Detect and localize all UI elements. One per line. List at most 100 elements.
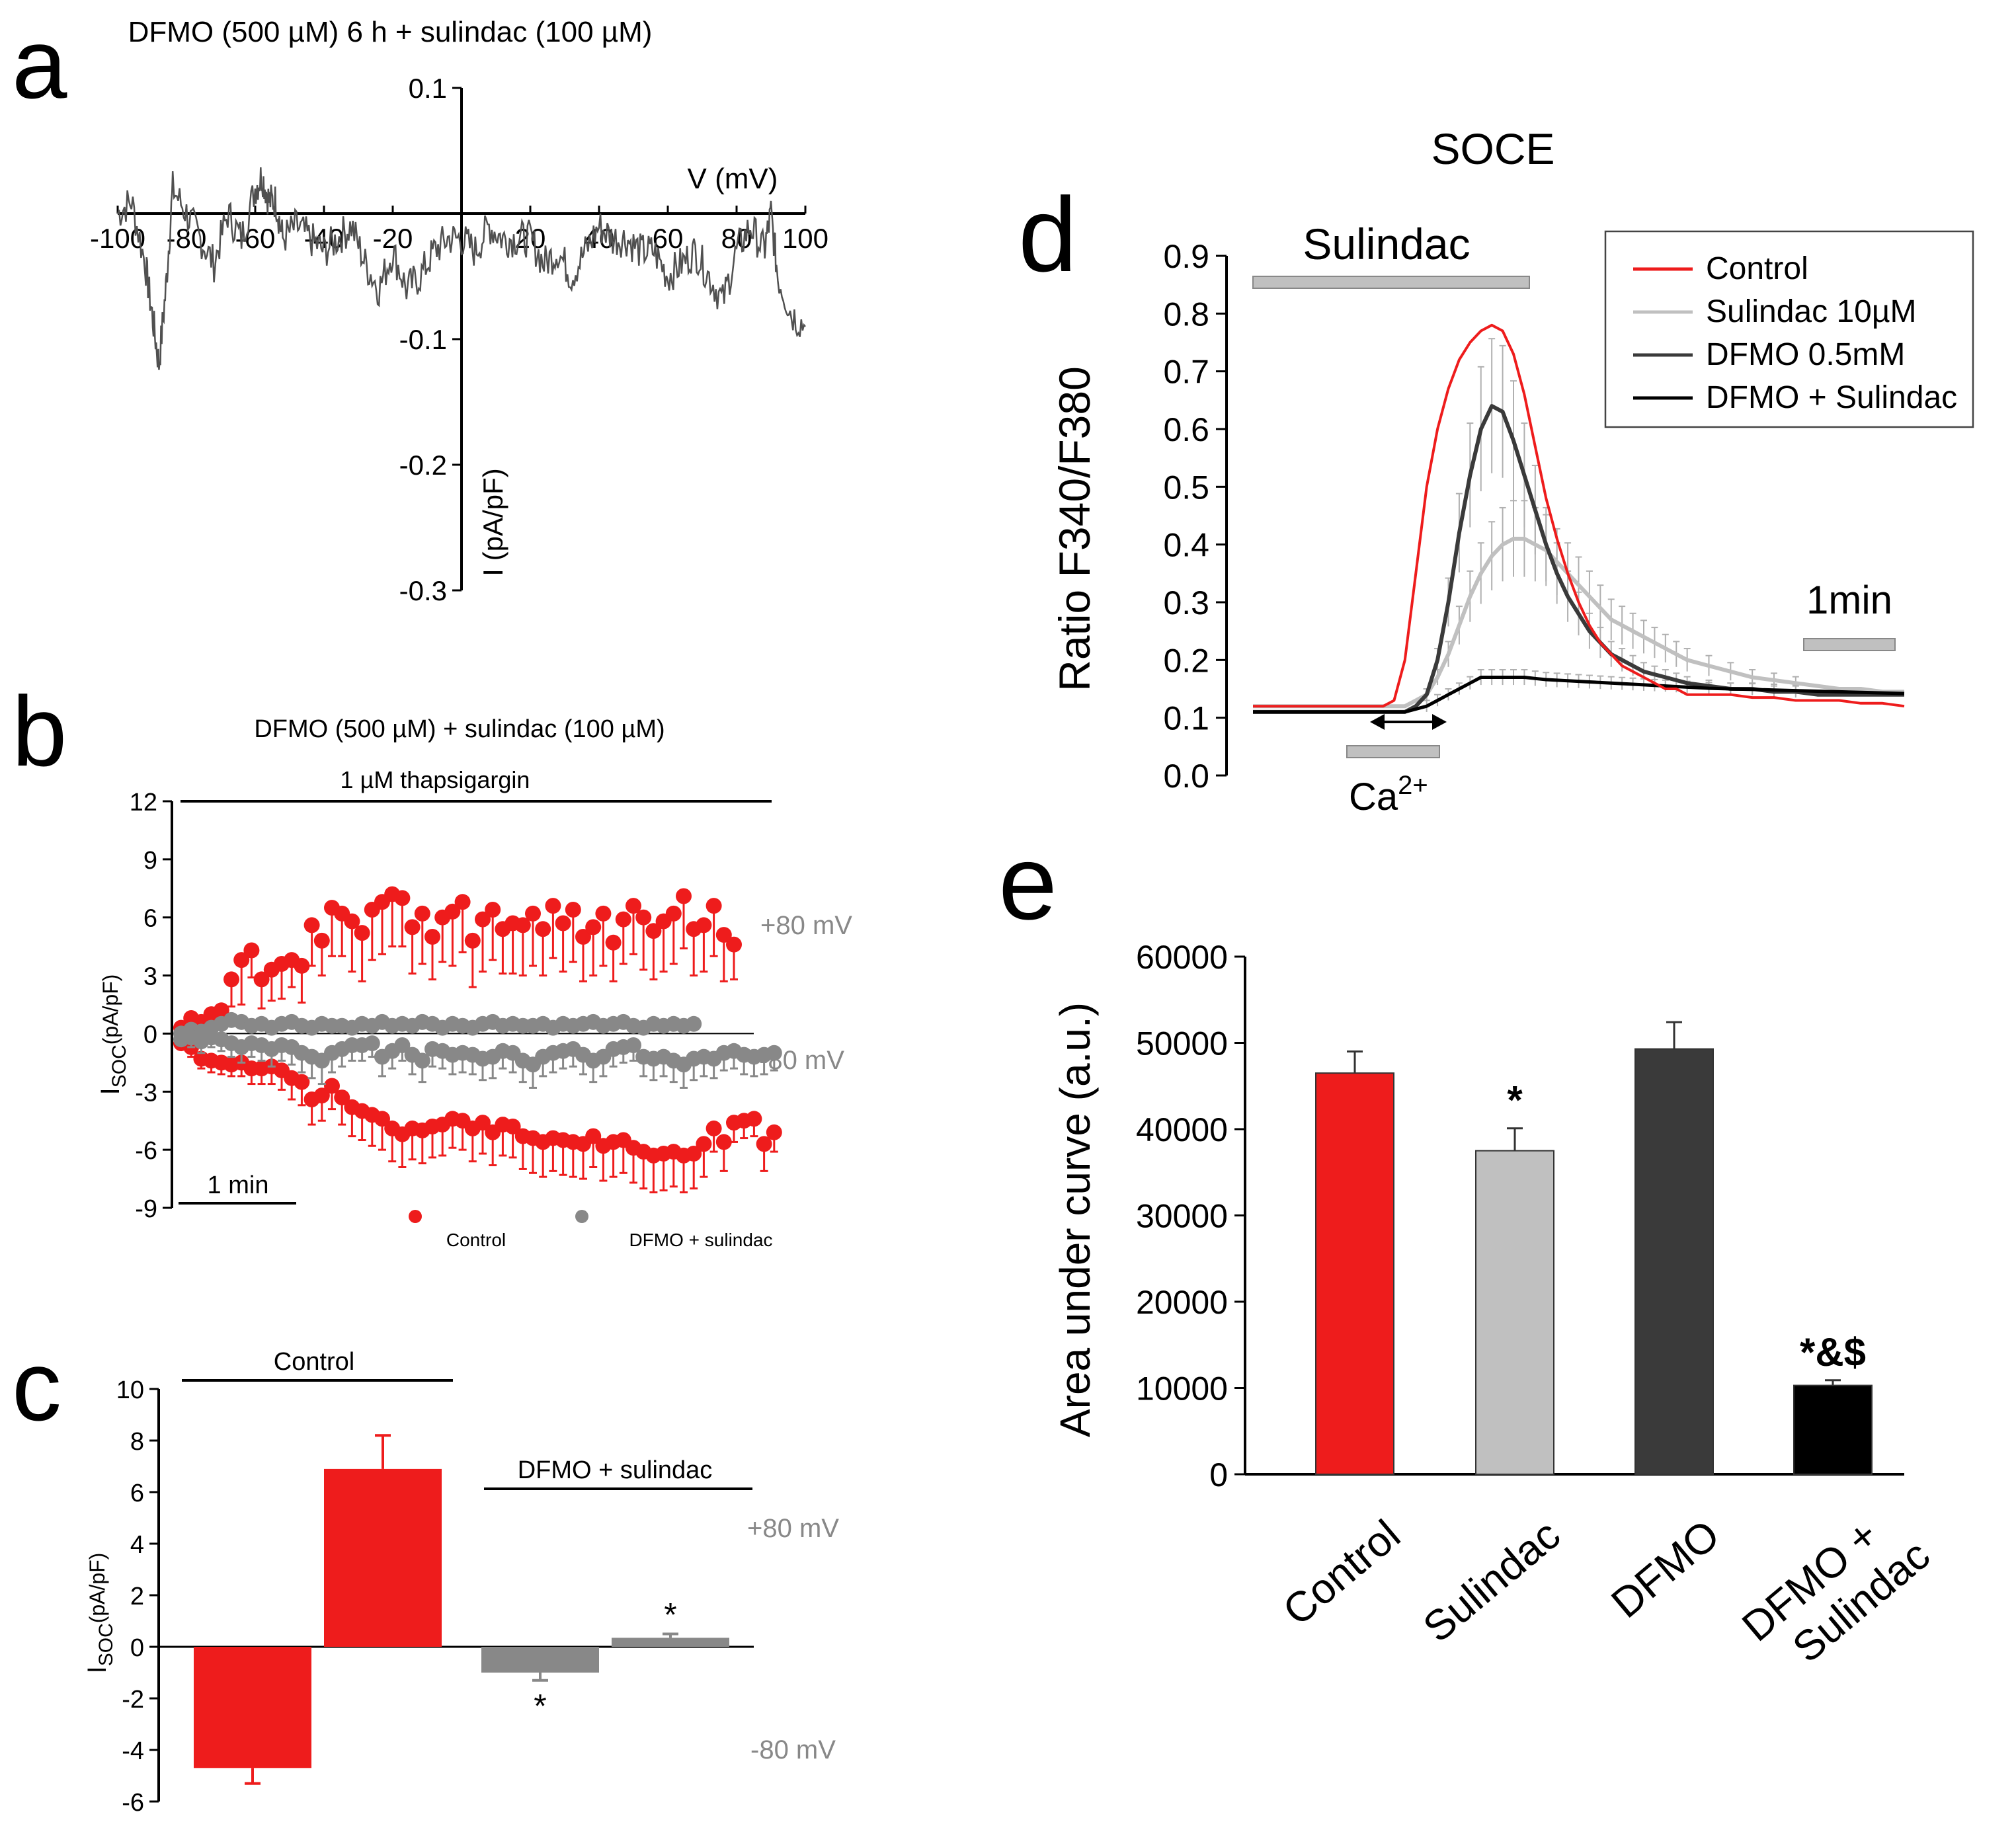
panel-e-category-label: Sulindac: [1414, 1511, 1569, 1651]
panel-d-y-tick-label: 0.8: [1163, 296, 1209, 333]
panel-d-time-scale-label: 1min: [1806, 578, 1892, 622]
panel-c-y-tick-label: 4: [130, 1531, 144, 1559]
panel-b-y-tick-label: -6: [135, 1137, 157, 1165]
panel-d-ca-label-main: Ca: [1349, 775, 1398, 818]
panel-b-point-control-80-mv: [354, 925, 370, 941]
panel-b-point-control-80-mv: [696, 1136, 712, 1152]
panel-e-y-tick-label: 40000: [1136, 1111, 1228, 1148]
panel-d-letter: d: [1018, 175, 1077, 294]
panel-b-point-control-80-mv: [213, 1002, 229, 1019]
panel-b-point-control-80-mv: [243, 942, 260, 959]
panel-c-y-tick-label: 8: [130, 1428, 144, 1456]
panel-b-point-control-80-mv: [514, 917, 531, 933]
panel-b-point-dfmo-sulindac-80-mv: [686, 1015, 702, 1032]
panel-b-point-control-80-mv: [324, 1078, 340, 1094]
panel-b-point-control-80-mv: [475, 1115, 491, 1131]
panel-b-point-control-80-mv: [475, 911, 491, 928]
panel-a: a DFMO (500 µM) 6 h + sulindac (100 µM) …: [12, 8, 828, 606]
panel-a-xlabel: V (mV): [688, 163, 778, 195]
panel-c-ylabel: ISOC(pA/pF): [83, 1553, 117, 1674]
panel-d-y-tick-label: 0.0: [1163, 758, 1209, 795]
panel-d-sulindac-bar: [1252, 276, 1530, 289]
panel-c-bar: [612, 1638, 729, 1647]
panel-b-point-control-80-mv: [485, 902, 501, 918]
panel-e-category-label: DFMO: [1602, 1511, 1728, 1627]
panel-b-ylabel: ISOC(pA/pF): [96, 974, 130, 1095]
panel-b-point-control-80-mv: [535, 921, 551, 937]
panel-e-bar: [1793, 1384, 1873, 1475]
panel-b-point-dfmo-sulindac-80-mv: [364, 1035, 380, 1052]
panel-b-point-control-80-mv: [665, 905, 682, 922]
panel-b-point-dfmo-sulindac-80-mv: [394, 1037, 411, 1053]
panel-c-significance: *: [664, 1597, 676, 1634]
panel-b-point-control-80-mv: [686, 1146, 702, 1162]
panel-e-significance: *&$: [1800, 1330, 1866, 1374]
panel-c-ylabel-unit: (pA/pF): [85, 1553, 109, 1624]
panel-c-y-tick-label: -6: [122, 1789, 144, 1817]
panel-b-y-tick-label: 6: [143, 905, 157, 933]
panel-b-point-control-80-mv: [555, 915, 571, 931]
panel-e-significance: *: [1507, 1078, 1523, 1123]
panel-b-point-control-80-mv: [404, 919, 421, 935]
panel-e-y-tick-label: 10000: [1136, 1370, 1228, 1407]
panel-b-point-control-80-mv: [595, 905, 612, 922]
panel-d-legend-sulindac-label: Sulindac 10µM: [1706, 294, 1917, 329]
panel-c-bars: **: [194, 1434, 729, 1785]
panel-b-legend-control-marker: [409, 1210, 422, 1223]
panel-b-ylabel-unit: (pA/pF): [99, 974, 122, 1045]
panel-b-point-control-80-mv: [294, 957, 310, 974]
panel-a-letter: a: [12, 8, 67, 119]
panel-c: c Control DFMO + sulindac -6-4-20246810 …: [12, 1330, 839, 1817]
panel-a-y-tick-label: -0.1: [399, 324, 447, 355]
panel-b-point-dfmo-sulindac-80-mv: [414, 1052, 430, 1069]
panel-e-bar: [1634, 1048, 1714, 1475]
panel-d-ca-arrowhead-left: [1370, 714, 1385, 730]
panel-b-series: [173, 886, 782, 1194]
panel-b-point-control-80-mv: [253, 971, 270, 988]
panel-b-point-control-80-mv: [504, 1119, 521, 1134]
panel-b-point-control-80-mv: [605, 934, 622, 951]
panel-d-ca-bar: [1346, 745, 1440, 758]
panel-e-y-tick-label: 50000: [1136, 1025, 1228, 1062]
panel-b-point-dfmo-sulindac-80-mv: [625, 1037, 641, 1053]
panel-a-title: DFMO (500 µM) 6 h + sulindac (100 µM): [128, 16, 653, 48]
panel-b-y-tick-label: 3: [143, 963, 157, 991]
panel-b-point-control-80-mv: [615, 911, 631, 928]
panel-c-y-tick-label: -4: [122, 1737, 144, 1765]
panel-e-category-labels: Control Sulindac DFMO DFMO +Sulindac: [1274, 1511, 1939, 1672]
panel-e: e 0 10000 20000 30000 40000 50000 60000 * *&$ A…: [998, 823, 1939, 1672]
panel-b-point-control-80-mv: [635, 909, 652, 926]
panel-b-point-control-80-mv: [414, 905, 430, 922]
panel-d: d SOCE Sulindac 0.0 0.1 0.2 0.3 0.4 0.5 0.6 0.7…: [1018, 124, 1974, 818]
panel-d-time-scale-bar: [1803, 638, 1896, 651]
panel-b-ylabel-sub: SOC: [108, 1045, 130, 1088]
panel-b-point-control-80-mv: [565, 902, 581, 918]
panel-b-point-control-80-mv: [464, 932, 481, 949]
panel-b-point-control-80-mv: [726, 936, 742, 953]
panel-d-title: SOCE: [1431, 124, 1554, 173]
panel-d-y-tick-label: 0.3: [1163, 584, 1209, 621]
panel-e-bars: * *&$: [1315, 1021, 1873, 1476]
panel-b-point-control-80-mv: [545, 898, 561, 914]
panel-b-y-tick-label: 9: [143, 847, 157, 875]
panel-a-ylabel: I (pA/pF): [477, 468, 508, 576]
panel-b-point-control-80-mv: [715, 1134, 732, 1150]
panel-d-y-tick-label: 0.7: [1163, 354, 1209, 391]
panel-d-trace-dfmo-sulindac: [1253, 676, 1905, 714]
panel-a-x-tick-label: -20: [373, 223, 413, 254]
panel-b-y-tick-label: 0: [143, 1021, 157, 1049]
panel-d-traces: [1253, 323, 1905, 714]
panel-c-y-tick-label: 0: [130, 1634, 144, 1662]
panel-a-x-tick-label: 60: [653, 223, 684, 254]
panel-b-thapsigargin-label: 1 µM thapsigargin: [341, 766, 530, 793]
panel-c-bar: [194, 1647, 311, 1768]
panel-e-bar: [1475, 1150, 1554, 1475]
panel-b-point-dfmo-sulindac-80-mv: [766, 1045, 782, 1061]
panel-b-point-control-80-mv: [746, 1111, 762, 1127]
panel-c-y-tick-label: 10: [116, 1376, 144, 1404]
panel-b-point-control-80-mv: [394, 890, 411, 906]
panel-b-legend-dfmo-marker: [575, 1210, 588, 1223]
panel-e-y-tick-label: 20000: [1136, 1284, 1228, 1321]
panel-b-point-control-80-mv: [585, 1128, 602, 1144]
